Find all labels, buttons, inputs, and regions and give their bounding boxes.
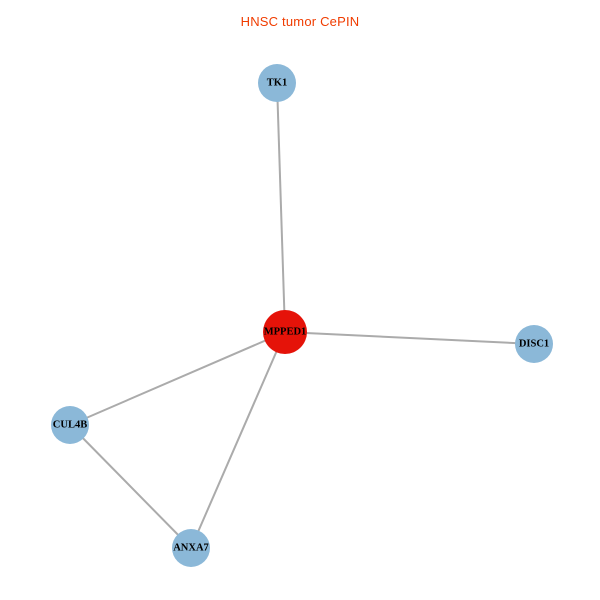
node-label-tk1: TK1 [267, 77, 287, 88]
node-label-disc1: DISC1 [519, 338, 549, 349]
graph-edge [276, 82, 286, 333]
node-layer: TK1 MPPED1 DISC1 CUL4B ANXA7 [51, 64, 553, 567]
graph-edge [69, 424, 192, 549]
edge-layer [69, 82, 535, 549]
graph-node-cul4b[interactable]: CUL4B [51, 406, 89, 444]
graph-node-mpped1[interactable]: MPPED1 [263, 310, 307, 354]
node-circle-cul4b[interactable] [51, 406, 89, 444]
graph-edge [69, 331, 286, 426]
node-circle-tk1[interactable] [258, 64, 296, 102]
graph-node-anxa7[interactable]: ANXA7 [172, 529, 210, 567]
graph-node-tk1[interactable]: TK1 [258, 64, 296, 102]
graph-edge [190, 331, 286, 549]
graph-node-disc1[interactable]: DISC1 [515, 325, 553, 363]
graph-edge [284, 331, 535, 345]
node-label-cul4b: CUL4B [53, 419, 87, 430]
node-circle-disc1[interactable] [515, 325, 553, 363]
node-circle-anxa7[interactable] [172, 529, 210, 567]
node-label-mpped1: MPPED1 [264, 326, 307, 337]
node-label-anxa7: ANXA7 [173, 542, 209, 553]
page-title: HNSC tumor CePIN [240, 14, 360, 29]
node-circle-mpped1[interactable] [263, 310, 307, 354]
